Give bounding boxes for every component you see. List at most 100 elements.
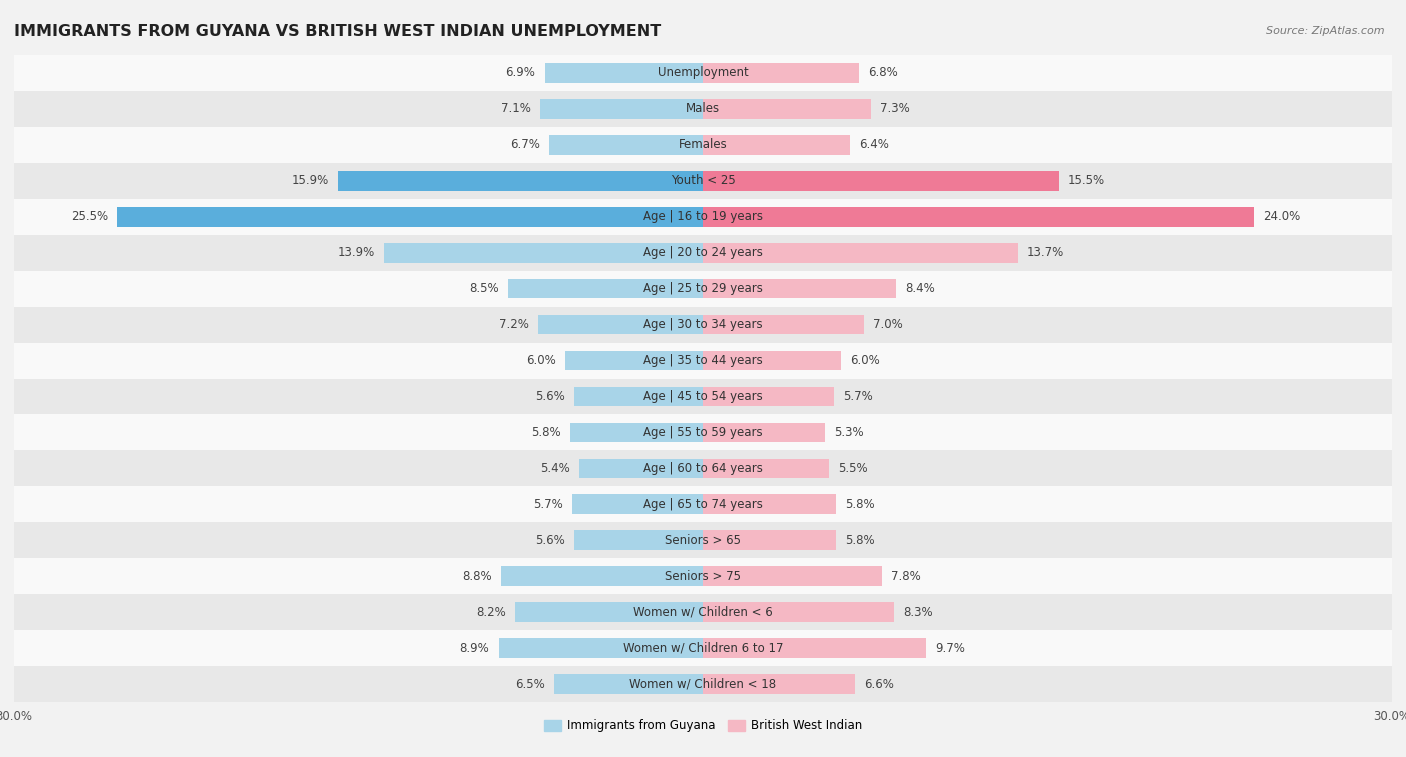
Text: Women w/ Children < 6: Women w/ Children < 6 xyxy=(633,606,773,618)
Bar xyxy=(703,494,837,514)
Bar xyxy=(575,531,703,550)
Text: 6.5%: 6.5% xyxy=(515,678,544,690)
Text: 8.2%: 8.2% xyxy=(475,606,506,618)
Text: Seniors > 75: Seniors > 75 xyxy=(665,570,741,583)
Bar xyxy=(703,566,882,586)
Text: 5.6%: 5.6% xyxy=(536,390,565,403)
Text: Unemployment: Unemployment xyxy=(658,67,748,79)
Text: 15.9%: 15.9% xyxy=(291,174,329,187)
Bar xyxy=(703,243,1018,263)
Text: 6.4%: 6.4% xyxy=(859,139,889,151)
Text: Age | 55 to 59 years: Age | 55 to 59 years xyxy=(643,426,763,439)
Text: Age | 20 to 24 years: Age | 20 to 24 years xyxy=(643,246,763,259)
Text: Age | 65 to 74 years: Age | 65 to 74 years xyxy=(643,498,763,511)
Bar xyxy=(508,279,703,298)
Text: 5.4%: 5.4% xyxy=(540,462,569,475)
Text: 7.2%: 7.2% xyxy=(499,318,529,331)
Bar xyxy=(703,638,925,658)
Bar xyxy=(384,243,703,263)
Bar xyxy=(703,135,851,154)
Text: Males: Males xyxy=(686,102,720,115)
Bar xyxy=(703,531,837,550)
Bar xyxy=(14,522,1392,559)
Bar xyxy=(14,631,1392,666)
Text: 8.4%: 8.4% xyxy=(905,282,935,295)
Text: 5.3%: 5.3% xyxy=(834,426,863,439)
Bar xyxy=(703,603,894,622)
Bar xyxy=(337,171,703,191)
Bar xyxy=(14,487,1392,522)
Bar xyxy=(501,566,703,586)
Bar xyxy=(575,387,703,407)
Text: 6.9%: 6.9% xyxy=(506,67,536,79)
Text: 8.9%: 8.9% xyxy=(460,642,489,655)
Legend: Immigrants from Guyana, British West Indian: Immigrants from Guyana, British West Ind… xyxy=(538,715,868,737)
Bar xyxy=(14,378,1392,415)
Bar xyxy=(540,99,703,119)
Text: Age | 16 to 19 years: Age | 16 to 19 years xyxy=(643,210,763,223)
Bar xyxy=(515,603,703,622)
Text: 15.5%: 15.5% xyxy=(1069,174,1105,187)
Text: Females: Females xyxy=(679,139,727,151)
Bar xyxy=(14,126,1392,163)
Text: 8.5%: 8.5% xyxy=(470,282,499,295)
Bar xyxy=(703,350,841,370)
Bar xyxy=(554,674,703,694)
Text: Age | 60 to 64 years: Age | 60 to 64 years xyxy=(643,462,763,475)
Text: Women w/ Children 6 to 17: Women w/ Children 6 to 17 xyxy=(623,642,783,655)
Bar xyxy=(499,638,703,658)
Text: IMMIGRANTS FROM GUYANA VS BRITISH WEST INDIAN UNEMPLOYMENT: IMMIGRANTS FROM GUYANA VS BRITISH WEST I… xyxy=(14,24,661,39)
Text: 5.8%: 5.8% xyxy=(845,534,875,547)
Bar xyxy=(14,666,1392,702)
Bar xyxy=(703,459,830,478)
Text: Women w/ Children < 18: Women w/ Children < 18 xyxy=(630,678,776,690)
Bar xyxy=(703,63,859,83)
Text: 13.7%: 13.7% xyxy=(1026,246,1064,259)
Bar xyxy=(14,198,1392,235)
Text: Source: ZipAtlas.com: Source: ZipAtlas.com xyxy=(1267,26,1385,36)
Text: 5.6%: 5.6% xyxy=(536,534,565,547)
Text: 5.8%: 5.8% xyxy=(531,426,561,439)
Bar xyxy=(703,171,1059,191)
Text: 6.8%: 6.8% xyxy=(869,67,898,79)
Bar xyxy=(703,387,834,407)
Bar xyxy=(14,415,1392,450)
Text: 6.6%: 6.6% xyxy=(863,678,894,690)
Text: Age | 45 to 54 years: Age | 45 to 54 years xyxy=(643,390,763,403)
Text: 6.0%: 6.0% xyxy=(851,354,880,367)
Bar xyxy=(572,494,703,514)
Text: 24.0%: 24.0% xyxy=(1264,210,1301,223)
Bar xyxy=(14,450,1392,487)
Text: 6.7%: 6.7% xyxy=(510,139,540,151)
Text: 5.7%: 5.7% xyxy=(533,498,562,511)
Text: Youth < 25: Youth < 25 xyxy=(671,174,735,187)
Text: 7.1%: 7.1% xyxy=(501,102,531,115)
Bar xyxy=(14,163,1392,198)
Bar xyxy=(14,235,1392,270)
Text: 6.0%: 6.0% xyxy=(526,354,555,367)
Text: 7.8%: 7.8% xyxy=(891,570,921,583)
Bar xyxy=(703,207,1254,226)
Bar xyxy=(550,135,703,154)
Bar xyxy=(14,91,1392,126)
Bar xyxy=(703,674,855,694)
Bar xyxy=(117,207,703,226)
Bar xyxy=(14,55,1392,91)
Text: Seniors > 65: Seniors > 65 xyxy=(665,534,741,547)
Bar xyxy=(14,559,1392,594)
Bar xyxy=(703,99,870,119)
Text: 8.3%: 8.3% xyxy=(903,606,932,618)
Text: 5.7%: 5.7% xyxy=(844,390,873,403)
Text: 7.3%: 7.3% xyxy=(880,102,910,115)
Text: 13.9%: 13.9% xyxy=(337,246,374,259)
Bar xyxy=(569,422,703,442)
Text: 9.7%: 9.7% xyxy=(935,642,965,655)
Text: Age | 30 to 34 years: Age | 30 to 34 years xyxy=(643,318,763,331)
Text: 8.8%: 8.8% xyxy=(463,570,492,583)
Text: 7.0%: 7.0% xyxy=(873,318,903,331)
Bar xyxy=(537,315,703,335)
Bar xyxy=(14,342,1392,378)
Bar xyxy=(703,422,825,442)
Text: 5.8%: 5.8% xyxy=(845,498,875,511)
Bar xyxy=(703,315,863,335)
